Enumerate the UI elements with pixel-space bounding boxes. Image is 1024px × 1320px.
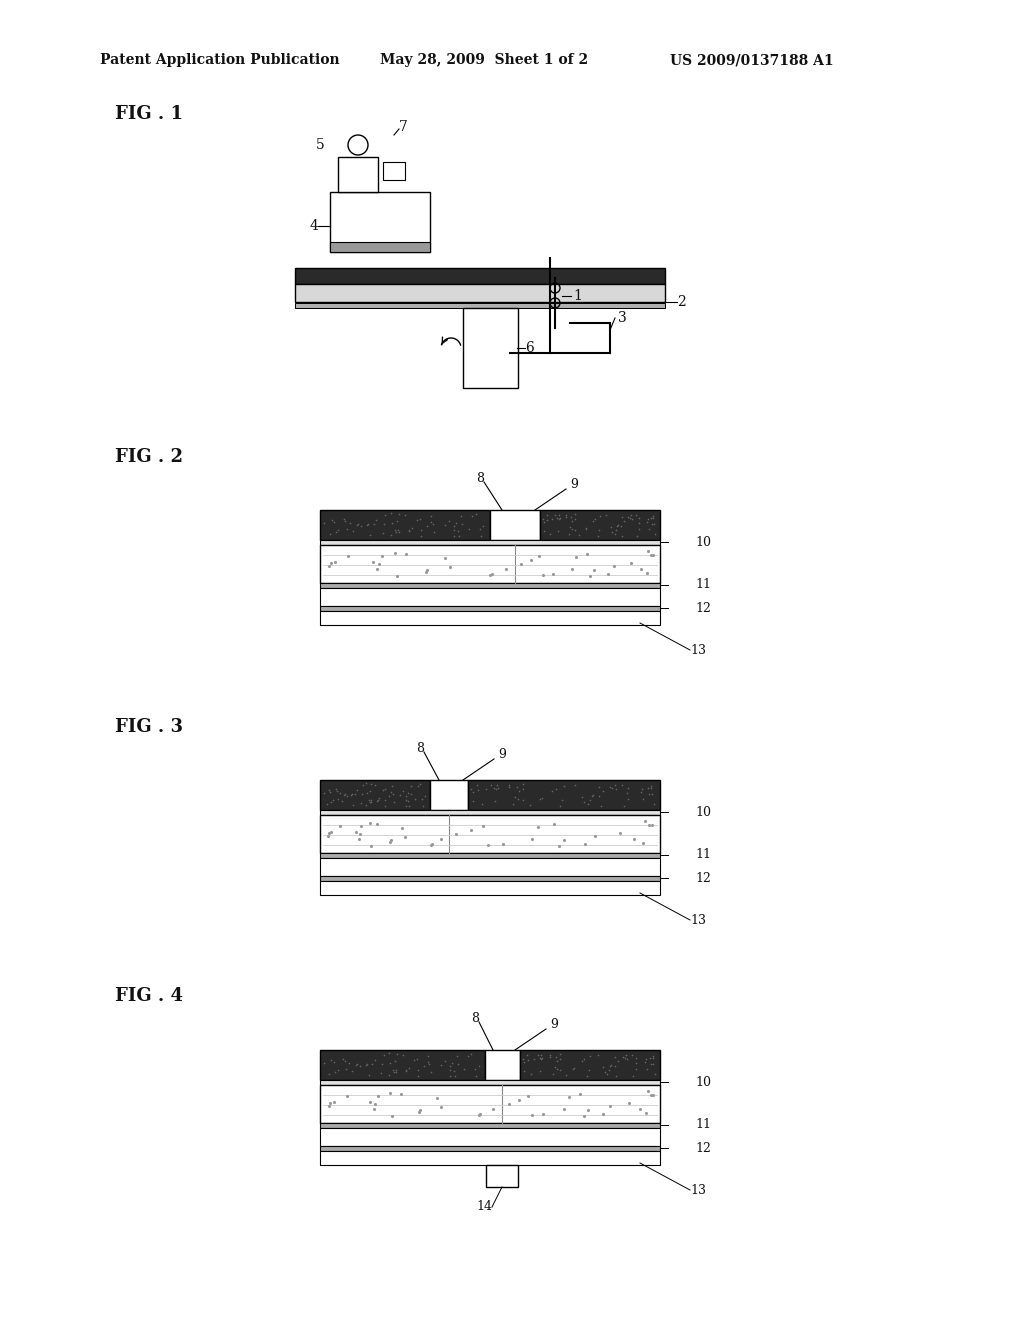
Text: FIG . 1: FIG . 1 — [115, 106, 183, 123]
Bar — [319, 1080, 660, 1085]
Text: 11: 11 — [695, 1118, 711, 1131]
Bar — [319, 810, 660, 814]
Bar — [295, 268, 665, 284]
Text: 1: 1 — [573, 289, 582, 304]
Bar — [319, 510, 490, 540]
Bar — [319, 876, 660, 880]
Text: 14: 14 — [476, 1200, 492, 1213]
Text: 13: 13 — [690, 1184, 706, 1196]
Text: 12: 12 — [695, 1142, 711, 1155]
Bar — [319, 545, 660, 583]
Bar — [520, 1049, 660, 1080]
Text: 12: 12 — [695, 871, 711, 884]
Bar — [486, 1166, 518, 1187]
Bar — [485, 1049, 520, 1080]
Text: 5: 5 — [316, 139, 325, 152]
Bar — [490, 510, 540, 540]
Text: 7: 7 — [399, 120, 408, 135]
Text: 13: 13 — [690, 644, 706, 656]
Bar — [463, 308, 518, 388]
Text: FIG . 4: FIG . 4 — [115, 987, 183, 1005]
Bar — [319, 858, 660, 876]
Bar — [319, 587, 660, 606]
Bar — [319, 540, 660, 545]
Bar — [330, 242, 430, 252]
Bar — [319, 1085, 660, 1123]
Bar — [383, 162, 406, 180]
Text: May 28, 2009  Sheet 1 of 2: May 28, 2009 Sheet 1 of 2 — [380, 53, 588, 67]
Text: 8: 8 — [476, 471, 484, 484]
Bar — [319, 1129, 660, 1146]
Text: 10: 10 — [695, 536, 711, 549]
Bar — [319, 1049, 485, 1080]
Text: 11: 11 — [695, 849, 711, 862]
Text: 8: 8 — [416, 742, 424, 755]
Bar — [319, 853, 660, 858]
Text: 3: 3 — [618, 312, 627, 325]
Bar — [319, 814, 660, 853]
Text: 10: 10 — [695, 805, 711, 818]
Text: US 2009/0137188 A1: US 2009/0137188 A1 — [670, 53, 834, 67]
Text: 8: 8 — [471, 1011, 479, 1024]
Text: 6: 6 — [525, 341, 534, 355]
Text: 9: 9 — [550, 1019, 558, 1031]
Bar — [319, 611, 660, 624]
Text: 9: 9 — [570, 479, 578, 491]
Bar — [319, 606, 660, 611]
Text: 10: 10 — [695, 1076, 711, 1089]
Bar — [319, 1151, 660, 1166]
Bar — [319, 1146, 660, 1151]
Text: 2: 2 — [677, 294, 686, 309]
Text: FIG . 2: FIG . 2 — [115, 447, 183, 466]
Text: Patent Application Publication: Patent Application Publication — [100, 53, 340, 67]
Text: 4: 4 — [309, 219, 318, 234]
Text: 9: 9 — [498, 748, 506, 762]
Bar — [540, 510, 660, 540]
Bar — [319, 780, 430, 810]
Text: FIG . 3: FIG . 3 — [115, 718, 183, 737]
Bar — [430, 780, 468, 810]
Bar — [319, 880, 660, 895]
Bar — [338, 157, 378, 191]
Text: 12: 12 — [695, 602, 711, 615]
Text: 11: 11 — [695, 578, 711, 591]
Text: 13: 13 — [690, 913, 706, 927]
Bar — [319, 583, 660, 587]
Bar — [330, 191, 430, 252]
Bar — [295, 304, 665, 308]
Bar — [468, 780, 660, 810]
Bar — [295, 284, 665, 302]
Bar — [319, 1123, 660, 1129]
